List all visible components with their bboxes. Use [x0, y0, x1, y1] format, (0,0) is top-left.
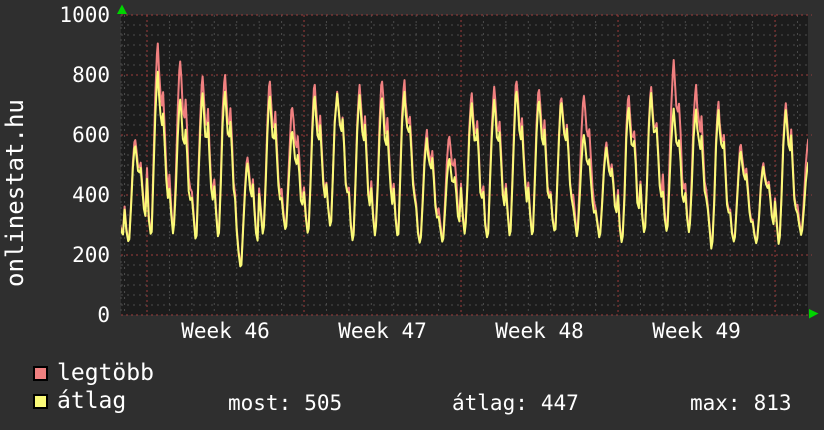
- y-axis-tick-label: 600: [72, 123, 110, 147]
- grid-lines: [120, 14, 812, 316]
- legend-label-legtobb: legtöbb: [57, 359, 154, 386]
- legend-swatch-legtobb: [33, 365, 48, 381]
- y-axis-tick-label: 200: [72, 243, 110, 267]
- series-atlag-line: [121, 70, 808, 268]
- x-axis-week-label: Week 46: [181, 319, 270, 343]
- y-axis-tick-label: 800: [72, 63, 110, 87]
- y-axis-tick-label: 400: [72, 183, 110, 207]
- y-axis-tick-label: 0: [97, 303, 110, 327]
- stat-most: most: 505: [228, 392, 342, 414]
- stat-max-value: 813: [753, 391, 792, 415]
- y-axis-arrow-up-icon: [117, 4, 127, 14]
- stat-most-value: 505: [304, 391, 343, 415]
- legend-label-atlag: átlag: [57, 387, 127, 414]
- stat-max-label: max:: [690, 391, 741, 415]
- legend-item-atlag: átlag: [33, 387, 127, 414]
- legend-swatch-atlag: [33, 393, 48, 409]
- stat-most-label: most:: [228, 391, 292, 415]
- y-axis-tick-label: 1000: [59, 3, 110, 27]
- stat-atlag-label: átlag:: [452, 391, 528, 415]
- x-axis-week-label: Week 48: [495, 319, 584, 343]
- stat-max: max: 813: [690, 392, 792, 414]
- stat-atlag: átlag: 447: [452, 392, 579, 414]
- x-axis-week-label: Week 49: [652, 319, 741, 343]
- x-axis-week-label: Week 47: [338, 319, 427, 343]
- x-axis-arrow-right-icon: [809, 309, 819, 319]
- legend-item-legtobb: legtöbb: [33, 359, 154, 386]
- stat-atlag-value: 447: [540, 391, 579, 415]
